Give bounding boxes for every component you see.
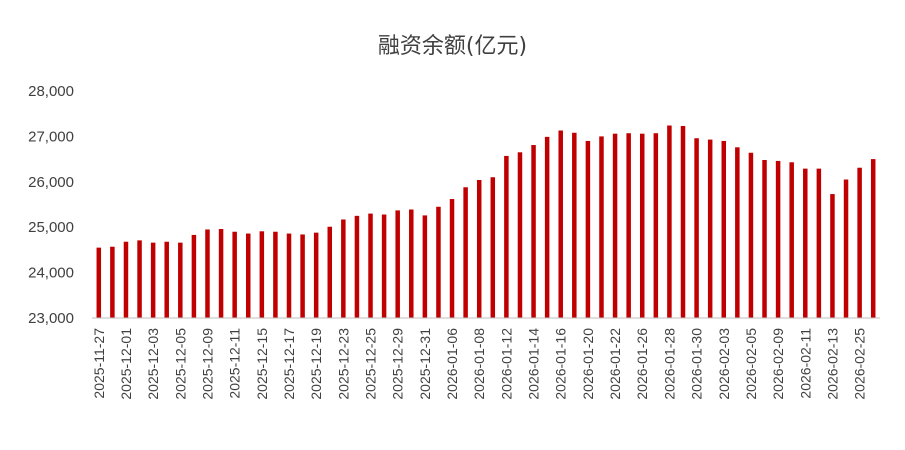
x-tick-label: 2025-12-31 <box>417 328 433 400</box>
bar <box>504 155 509 318</box>
bar <box>368 213 373 318</box>
bar <box>707 139 713 318</box>
bar <box>803 168 808 318</box>
bar <box>544 136 550 318</box>
x-tick-label: 2025-12-05 <box>172 328 188 400</box>
bar <box>463 187 468 318</box>
x-tick-label: 2026-02-03 <box>716 328 732 400</box>
chart-title: 融资余额(亿元) <box>377 34 528 59</box>
bar <box>191 234 197 318</box>
x-tick-label: 2026-01-26 <box>634 328 650 400</box>
bar <box>273 231 278 318</box>
bar <box>694 138 699 318</box>
x-tick-label: 2025-12-25 <box>363 328 379 400</box>
y-tick-label: 24,000 <box>28 265 74 282</box>
x-tick-label: 2025-12-01 <box>118 328 134 400</box>
bar <box>259 231 265 318</box>
bar <box>395 210 400 318</box>
bar <box>667 125 672 318</box>
x-tick-label: 2026-01-22 <box>607 328 623 400</box>
bar <box>490 177 496 318</box>
x-tick-label: 2026-02-11 <box>797 328 813 399</box>
bar <box>178 242 183 318</box>
bar <box>762 160 767 318</box>
bar <box>476 179 482 318</box>
bar <box>205 229 210 318</box>
bar <box>599 136 604 318</box>
bar <box>735 147 740 318</box>
x-tick-label: 2025-12-29 <box>390 328 406 400</box>
bar <box>218 229 224 318</box>
x-tick-label: 2026-01-28 <box>661 328 677 400</box>
bar <box>422 215 428 318</box>
bar <box>517 152 523 318</box>
bar <box>612 133 618 318</box>
bar <box>150 242 156 318</box>
bar <box>789 162 794 318</box>
x-tick-label: 2026-02-25 <box>852 328 868 400</box>
bar <box>653 133 659 318</box>
bar <box>449 199 455 318</box>
y-tick-label: 27,000 <box>28 128 74 145</box>
x-tick-label: 2026-02-13 <box>824 328 840 400</box>
bar <box>531 145 536 318</box>
bar <box>748 152 754 318</box>
bar <box>857 167 862 318</box>
bar <box>816 168 822 318</box>
y-tick-label: 23,000 <box>28 310 74 327</box>
x-tick-label: 2025-12-19 <box>308 328 324 400</box>
x-tick-label: 2026-01-30 <box>689 328 705 400</box>
bar <box>830 194 835 318</box>
bar <box>626 133 631 318</box>
x-tick-label: 2026-02-09 <box>770 328 786 400</box>
bar <box>245 233 251 318</box>
bar <box>341 219 346 318</box>
bar <box>585 140 591 318</box>
bar <box>286 233 292 318</box>
bar <box>775 160 781 318</box>
x-tick-label: 2026-01-12 <box>498 328 514 400</box>
x-tick-label: 2025-12-11 <box>227 328 243 399</box>
y-tick-label: 28,000 <box>28 83 74 100</box>
bar <box>96 247 102 318</box>
x-tick-label: 2026-01-08 <box>471 328 487 400</box>
x-tick-label: 2026-01-16 <box>553 328 569 400</box>
bar <box>436 206 441 318</box>
y-tick-label: 26,000 <box>28 174 74 191</box>
bar <box>558 130 563 318</box>
x-tick-label: 2025-12-17 <box>281 328 297 400</box>
bar <box>409 209 414 318</box>
x-tick-label: 2025-11-27 <box>91 328 107 399</box>
x-tick-label: 2026-01-06 <box>444 328 460 400</box>
x-tick-label: 2025-12-03 <box>145 328 161 400</box>
bar <box>232 231 237 318</box>
bar <box>572 132 577 318</box>
bar <box>164 241 169 318</box>
bar <box>137 240 142 318</box>
x-tick-label: 2026-01-20 <box>580 328 596 400</box>
bar <box>354 215 360 318</box>
x-tick-label: 2026-02-05 <box>743 328 759 400</box>
x-tick-label: 2026-01-14 <box>526 328 542 400</box>
bar <box>300 234 305 318</box>
bar <box>110 246 115 318</box>
y-tick-label: 25,000 <box>28 219 74 236</box>
bar <box>721 140 727 318</box>
bar <box>327 226 333 318</box>
x-tick-label: 2025-12-09 <box>199 328 215 400</box>
bar <box>123 241 129 318</box>
bar <box>639 133 645 318</box>
bar <box>843 179 849 318</box>
bar <box>313 232 319 318</box>
bar <box>680 125 686 319</box>
bar <box>381 214 387 318</box>
x-tick-label: 2025-12-23 <box>335 328 351 400</box>
x-tick-label: 2025-12-15 <box>254 328 270 400</box>
bar <box>870 159 876 318</box>
